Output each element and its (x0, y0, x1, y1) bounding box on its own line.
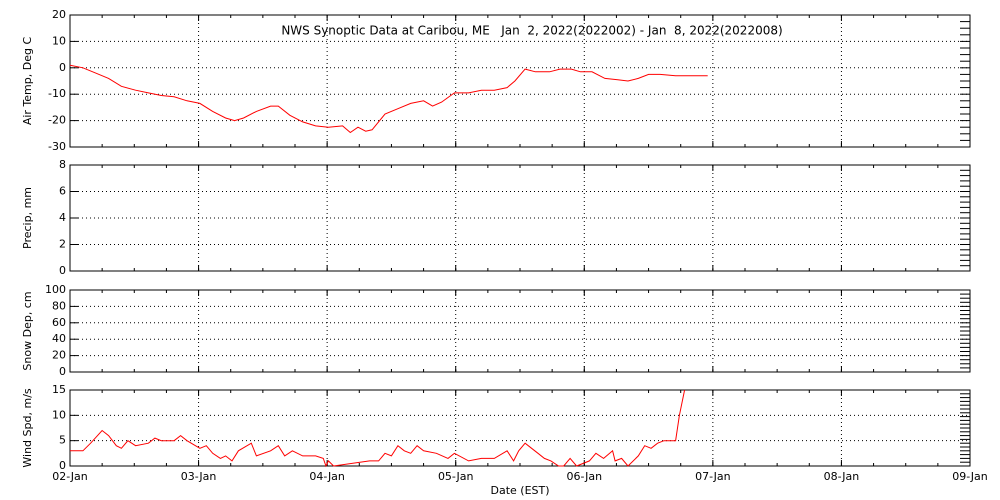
y-tick-label: 0 (59, 264, 66, 277)
y-axis-label: Snow Dep, cm (21, 291, 34, 370)
y-tick-label: 0 (59, 61, 66, 74)
y-tick-label: 8 (59, 158, 66, 171)
y-tick-label: -20 (48, 114, 66, 127)
y-tick-label: 6 (59, 185, 66, 198)
y-tick-label: 100 (45, 283, 66, 296)
x-tick-label: 04-Jan (309, 470, 345, 483)
y-tick-label: 20 (52, 349, 66, 362)
y-tick-label: 80 (52, 299, 66, 312)
y-tick-label: 4 (59, 211, 66, 224)
y-tick-label: 0 (59, 365, 66, 378)
y-axis-label: Wind Spd, m/s (21, 388, 34, 468)
data-line (70, 389, 686, 468)
panel-frame (69, 164, 971, 272)
y-tick-label: 20 (52, 8, 66, 21)
x-axis-label: Date (EST) (490, 484, 549, 497)
y-tick-label: -10 (48, 87, 66, 100)
y-tick-label: -30 (48, 140, 66, 153)
chart-title: NWS Synoptic Data at Caribou, ME Jan 2, … (281, 24, 782, 38)
x-tick-label: 02-Jan (52, 470, 88, 483)
x-tick-label: 07-Jan (695, 470, 731, 483)
panel-frame (69, 389, 971, 467)
x-tick-label: 06-Jan (567, 470, 603, 483)
y-axis-label: Air Temp, Deg C (21, 37, 34, 126)
data-line (69, 64, 708, 134)
y-tick-label: 10 (52, 408, 66, 421)
y-axis-label: Precip, mm (21, 187, 34, 249)
y-tick-label: 10 (52, 34, 66, 47)
x-tick-label: 09-Jan (952, 470, 988, 483)
x-tick-label: 08-Jan (824, 470, 860, 483)
y-tick-label: 2 (59, 238, 66, 251)
panel-frame (69, 289, 971, 373)
panel-frame (69, 14, 971, 148)
x-tick-label: 05-Jan (438, 470, 474, 483)
y-tick-label: 5 (59, 434, 66, 447)
y-tick-label: 0 (59, 459, 66, 472)
y-tick-label: 60 (52, 316, 66, 329)
y-tick-label: 40 (52, 332, 66, 345)
y-tick-label: 15 (52, 383, 66, 396)
x-tick-label: 03-Jan (181, 470, 217, 483)
